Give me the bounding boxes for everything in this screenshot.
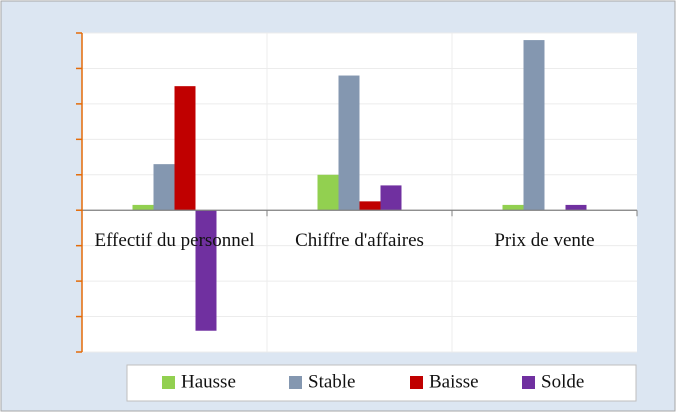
legend-swatch [162, 376, 175, 389]
bar [502, 204, 524, 211]
x-tick-label-box: Prix de vente [494, 230, 595, 252]
legend-swatch [410, 376, 423, 389]
bar [317, 174, 339, 211]
bar [174, 86, 196, 211]
x-tick-label: Chiffre d'affaires [295, 230, 424, 252]
bar [380, 185, 402, 211]
legend-label: Baisse [429, 371, 479, 392]
x-tick-label-box: Effectif du personnel [94, 230, 255, 252]
x-tick-label: Effectif du personnel [94, 230, 255, 252]
bar [338, 75, 360, 211]
bar [153, 164, 175, 211]
bar [195, 210, 217, 331]
bar [523, 40, 545, 211]
bar [132, 204, 154, 211]
legend-label: Solde [541, 371, 584, 392]
legend-swatch [289, 376, 302, 389]
legend-label: Hausse [181, 371, 236, 392]
x-tick-label-box: Chiffre d'affaires [295, 230, 424, 252]
legend-label: Stable [308, 371, 356, 392]
x-tick-label: Prix de vente [494, 230, 595, 252]
bar [565, 204, 587, 211]
legend-swatch [522, 376, 535, 389]
legend [126, 364, 637, 402]
bar [359, 201, 381, 211]
